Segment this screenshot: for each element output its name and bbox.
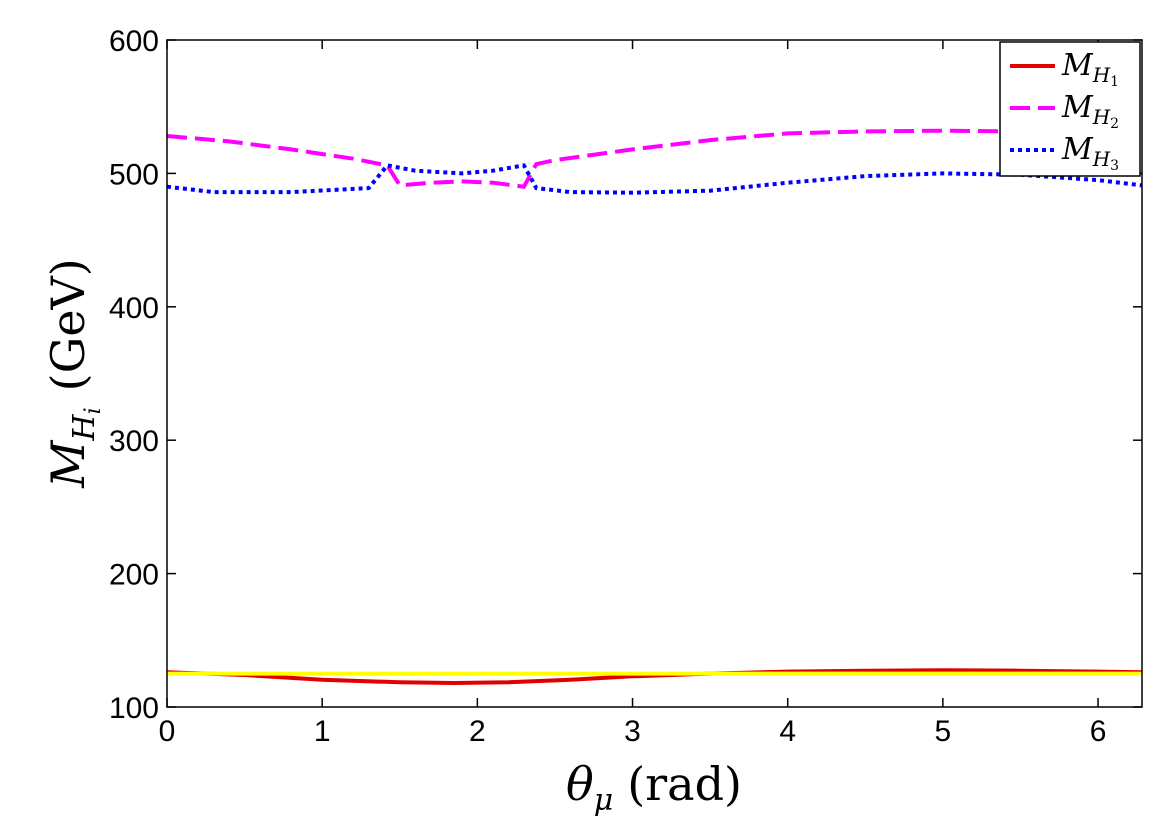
- legend-label-m-h3: MH3: [1061, 132, 1119, 174]
- x-axis-label-unit: (rad): [627, 757, 742, 811]
- x-axis-label-subscript: μ: [594, 783, 614, 818]
- x-tick-label: 1: [314, 715, 331, 748]
- x-tick-label: 4: [779, 715, 796, 748]
- series-line-m-h1: [166, 668, 1143, 686]
- y-tick-label: 500: [109, 158, 159, 191]
- y-axis-label-subsubscript: i: [81, 407, 106, 414]
- x-axis-label-symbol: θ: [566, 757, 594, 811]
- x-tick-label: 3: [624, 715, 641, 748]
- series-line-m-h2: [166, 128, 1143, 189]
- axis-titles: θμ (rad) MHi (GeV): [41, 258, 742, 818]
- x-tick-label: 0: [159, 715, 176, 748]
- y-tick-label: 300: [109, 425, 159, 458]
- x-tick-label: 5: [935, 715, 952, 748]
- y-tick-label: 600: [109, 25, 159, 58]
- axes-layer: 0 1 2 3 4 5 6 100 200 300 400 500 600: [109, 25, 1143, 748]
- y-tick-label: 400: [109, 292, 159, 325]
- legend-label-m-h2: MH2: [1061, 90, 1119, 132]
- axes-frame: [166, 39, 1143, 708]
- legend-label-m-h1: MH1: [1061, 48, 1119, 90]
- y-axis-label: MHi (GeV): [41, 258, 106, 488]
- y-axis-label-symbol: M: [41, 439, 95, 489]
- series-line-m-h3: [166, 163, 1143, 195]
- x-axis-label: θμ (rad): [566, 757, 742, 818]
- y-tick-label: 200: [109, 559, 159, 592]
- x-tick-label: 6: [1090, 715, 1107, 748]
- plot-area: [167, 40, 1142, 707]
- x-tick-label: 2: [469, 715, 486, 748]
- y-axis-label-subscript: H: [67, 414, 102, 442]
- series-layer: [166, 128, 1143, 686]
- y-tick-label: 100: [109, 692, 159, 725]
- y-axis-label-unit: (GeV): [41, 258, 95, 391]
